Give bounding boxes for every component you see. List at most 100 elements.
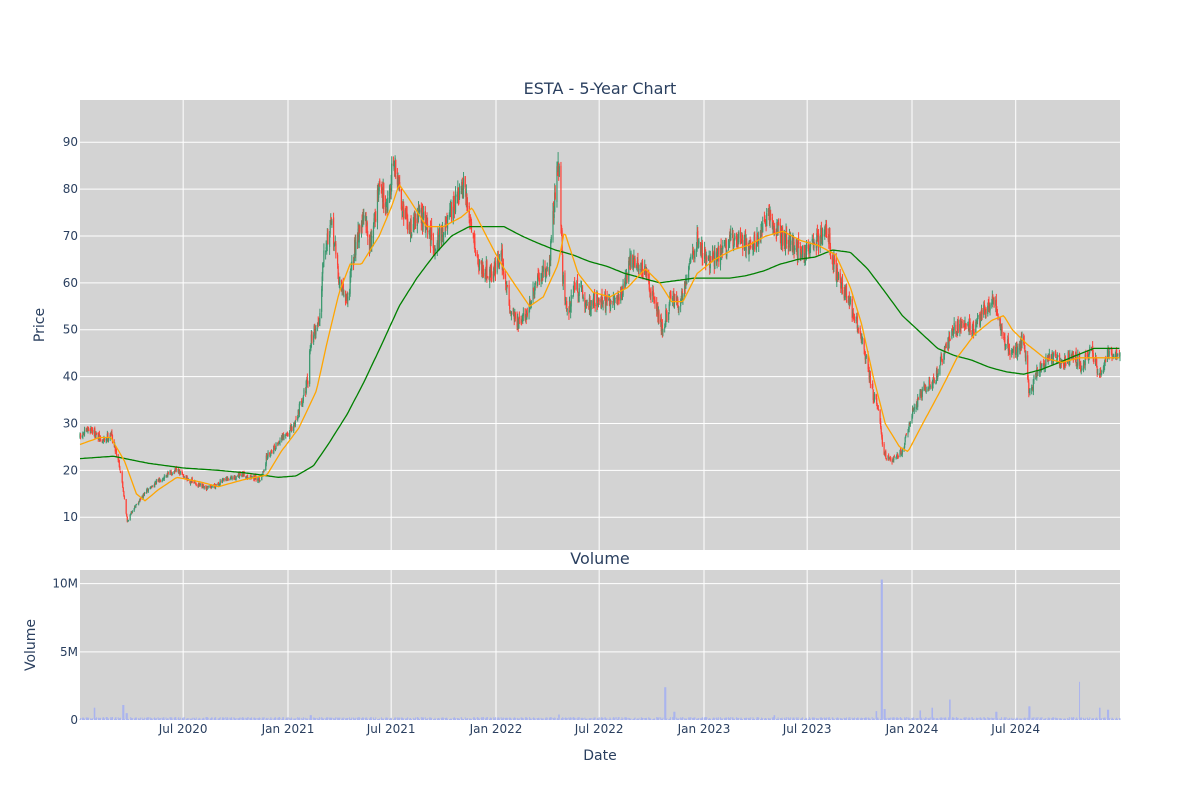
candle-body bbox=[1077, 354, 1079, 366]
candle-body bbox=[496, 260, 498, 273]
volume-bar bbox=[1031, 717, 1033, 720]
candle-body bbox=[433, 246, 435, 253]
candle-body bbox=[570, 294, 572, 307]
candle-body bbox=[700, 248, 702, 257]
volume-bar bbox=[634, 717, 636, 720]
candle-body bbox=[428, 231, 430, 234]
volume-bar bbox=[861, 718, 863, 720]
candle-body bbox=[1084, 354, 1086, 366]
volume-bar bbox=[311, 718, 313, 720]
candle-body bbox=[460, 186, 462, 190]
volume-bar bbox=[493, 717, 495, 720]
volume-bar bbox=[135, 717, 137, 720]
candle-body bbox=[1031, 387, 1033, 389]
volume-bar bbox=[951, 717, 953, 720]
volume-bar bbox=[1032, 718, 1034, 720]
candle-body bbox=[845, 286, 848, 299]
volume-bar bbox=[908, 717, 910, 720]
candle-body bbox=[975, 322, 977, 333]
volume-bar bbox=[1041, 717, 1043, 720]
volume-bar bbox=[385, 717, 387, 720]
candle-body bbox=[270, 451, 273, 453]
candle-body bbox=[278, 443, 281, 445]
volume-bar bbox=[561, 718, 563, 720]
volume-bar bbox=[804, 719, 806, 720]
candle-body bbox=[816, 230, 819, 236]
candle-body bbox=[385, 203, 387, 207]
volume-bar bbox=[738, 718, 740, 720]
candle-body bbox=[929, 379, 931, 388]
candle-body bbox=[211, 486, 213, 488]
volume-bar bbox=[545, 718, 547, 720]
volume-bar bbox=[363, 718, 365, 720]
candle-body bbox=[568, 310, 570, 314]
candle-body bbox=[748, 246, 750, 255]
candle-body bbox=[469, 220, 471, 222]
volume-bar bbox=[748, 717, 750, 720]
candle-body bbox=[584, 297, 586, 307]
candle-body bbox=[169, 471, 171, 474]
volume-bar bbox=[735, 717, 737, 720]
candle-body bbox=[863, 338, 865, 350]
candle-body bbox=[564, 272, 566, 301]
volume-bar bbox=[92, 718, 94, 720]
volume-bar bbox=[779, 718, 781, 720]
volume-bar bbox=[522, 718, 524, 720]
candle-body bbox=[781, 228, 783, 230]
volume-bar bbox=[294, 718, 296, 720]
volume-bar bbox=[936, 718, 938, 720]
volume-bar bbox=[1117, 718, 1119, 720]
candle-body bbox=[987, 305, 989, 315]
volume-bar bbox=[939, 718, 941, 720]
volume-bar bbox=[167, 718, 169, 720]
volume-bar bbox=[554, 717, 556, 720]
volume-bar bbox=[570, 717, 572, 720]
volume-bar bbox=[94, 719, 96, 720]
candle-body bbox=[665, 309, 667, 310]
volume-bar bbox=[782, 719, 784, 720]
volume-bar bbox=[681, 719, 683, 720]
volume-bar bbox=[406, 718, 408, 720]
volume-bar bbox=[1023, 718, 1025, 720]
candle-body bbox=[336, 254, 339, 265]
candle-body bbox=[384, 203, 387, 210]
volume-bar bbox=[621, 717, 623, 720]
volume-bar bbox=[337, 717, 339, 720]
volume-bar bbox=[737, 717, 739, 720]
candle-body bbox=[317, 322, 319, 327]
volume-bar bbox=[361, 718, 363, 720]
volume-y-tick-label: 10M bbox=[52, 577, 78, 591]
volume-bar bbox=[305, 718, 307, 720]
candle-body bbox=[570, 304, 572, 313]
volume-bar bbox=[85, 717, 87, 720]
candle-body bbox=[577, 291, 579, 297]
candle-body bbox=[585, 300, 587, 304]
volume-bar bbox=[1102, 718, 1104, 720]
volume-bar bbox=[1027, 718, 1029, 720]
candle-body bbox=[614, 298, 616, 299]
volume-bar bbox=[668, 719, 670, 720]
candle-body bbox=[406, 212, 408, 221]
candle-body bbox=[410, 219, 412, 238]
volume-bar bbox=[1024, 718, 1026, 720]
volume-bar bbox=[1035, 717, 1037, 720]
volume-bar bbox=[219, 717, 221, 720]
volume-bar bbox=[919, 710, 921, 720]
volume-bar bbox=[948, 718, 950, 720]
volume-bar bbox=[391, 718, 393, 720]
volume-bar bbox=[558, 714, 560, 720]
candle-body bbox=[505, 280, 507, 285]
candle-body bbox=[514, 313, 516, 319]
candle-body bbox=[348, 292, 351, 296]
candle-body bbox=[973, 331, 975, 334]
volume-bar bbox=[684, 718, 686, 720]
volume-bar bbox=[159, 717, 161, 720]
volume-bar bbox=[476, 717, 478, 720]
volume-bar bbox=[967, 718, 969, 720]
candle-body bbox=[731, 233, 734, 236]
volume-bar bbox=[131, 718, 133, 720]
candle-body bbox=[686, 279, 688, 284]
candle-body bbox=[562, 275, 564, 284]
volume-bar bbox=[819, 717, 821, 720]
volume-bar bbox=[1098, 707, 1100, 720]
